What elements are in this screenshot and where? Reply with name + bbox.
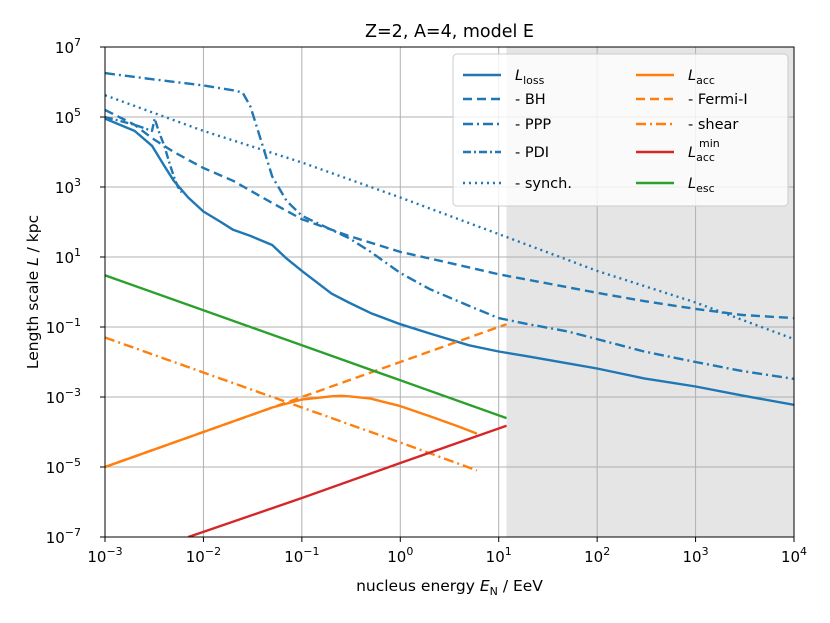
legend-label-loss: Lloss — [515, 68, 545, 87]
legend-label-synch: - synch. — [515, 176, 572, 192]
x-tick-label: 10−2 — [186, 545, 221, 566]
x-tick-label: 10−1 — [284, 545, 319, 566]
chart-title: Z=2, A=4, model E — [365, 22, 534, 42]
x-tick-label: 10−3 — [87, 545, 122, 566]
x-tick-label: 104 — [781, 545, 807, 566]
series-line-acc — [105, 394, 478, 469]
legend-label-esc: Lesc — [688, 176, 715, 195]
series-line-shear — [105, 336, 478, 472]
legend-label-fermi: - Fermi-I — [688, 92, 748, 108]
series-line-fermi — [105, 323, 507, 469]
x-tick-label: 100 — [387, 545, 413, 566]
x-tick-label: 102 — [584, 545, 610, 566]
legend-label-bh: - BH — [515, 92, 546, 108]
series-line-pdi — [105, 115, 183, 194]
legend-box — [452, 53, 789, 207]
legend-label-ppp: - PPP — [515, 117, 551, 133]
ticks: 10−3 10−2 10−1 100 101 102 103 104 10−7 10−5 10−3 1… — [46, 36, 807, 566]
y-tick-label: 10−5 — [46, 456, 81, 477]
legend: Lloss - BH - PPP - PDI - synch. Lacc - Fe… — [452, 53, 789, 207]
series-line-esc — [105, 274, 507, 420]
plot-frame — [104, 46, 795, 538]
y-tick-label: 10−3 — [46, 386, 81, 407]
legend-label-pdi: - PDI — [515, 145, 549, 161]
y-axis-label: Length scale L / kpc — [24, 215, 42, 369]
y-tick-label: 105 — [55, 106, 81, 127]
y-tick-label: 101 — [55, 246, 81, 267]
legend-label-shear: - shear — [688, 117, 738, 133]
x-axis-label: nucleus energy EN / EeV — [356, 577, 543, 598]
series-line-synch — [105, 94, 794, 341]
legend-label-accmin: Laccmin — [688, 137, 720, 164]
y-tick-label: 103 — [55, 176, 81, 197]
y-tick-label: 10−1 — [46, 316, 81, 337]
x-tick-label: 101 — [486, 545, 512, 566]
y-tick-label: 107 — [55, 36, 81, 57]
y-tick-label: 10−7 — [46, 526, 81, 547]
series-group — [105, 71, 794, 537]
series-line-accmin — [187, 424, 507, 537]
x-tick-label: 103 — [683, 545, 709, 566]
legend-label-acc: Lacc — [688, 68, 715, 87]
series-line-bh — [105, 108, 794, 320]
series-line-ppp — [105, 71, 794, 381]
